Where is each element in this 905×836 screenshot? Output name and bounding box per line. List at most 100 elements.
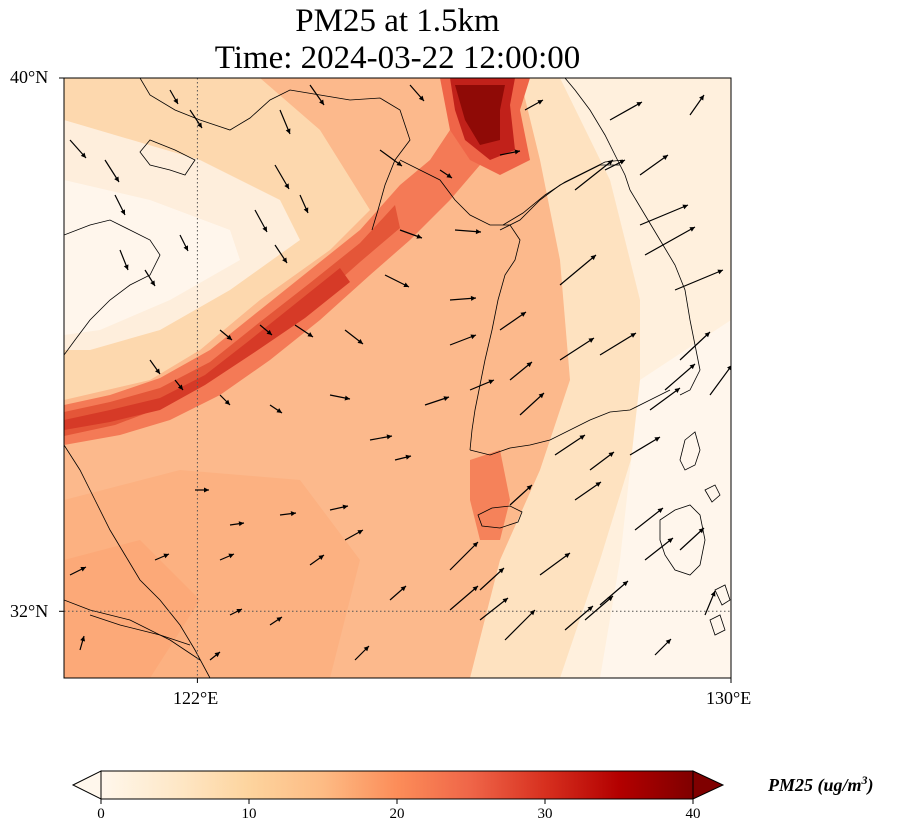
wind-vector-head — [537, 100, 543, 105]
wind-vector-head — [622, 581, 628, 587]
wind-vector-head — [498, 568, 504, 574]
wind-vector-head — [80, 636, 86, 642]
coastlines — [64, 78, 731, 678]
colorbar-tick-label: 0 — [97, 806, 105, 822]
wind-vector-head — [699, 95, 704, 101]
wind-vector — [649, 387, 681, 411]
wind-vector — [709, 365, 731, 396]
wind-vector-head — [403, 282, 409, 287]
colorbar-tick-label: 20 — [389, 806, 405, 822]
wind-vector-head — [529, 610, 535, 616]
wind-vector — [644, 226, 696, 256]
wind-vector-head — [472, 586, 478, 592]
map-frame — [63, 77, 732, 679]
wind-vector-head — [163, 553, 169, 559]
wind-vector-head — [344, 395, 350, 401]
wind-vector — [449, 541, 479, 571]
wind-vector-head — [318, 555, 324, 560]
wind-vector — [559, 254, 597, 286]
wind-vector-head — [727, 365, 731, 371]
wind-vector-head — [608, 452, 614, 457]
wind-vector-head — [579, 435, 585, 440]
wind-vector-head — [619, 160, 625, 165]
colorbar-label-exponent: 3 — [861, 773, 868, 787]
wind-vector — [634, 507, 664, 531]
wind-vector — [504, 609, 536, 641]
wind-vector-head — [319, 99, 324, 105]
wind-vector-head — [416, 233, 422, 239]
wind-vector-head — [123, 264, 129, 270]
wind-vector-head — [357, 530, 363, 535]
wind-vector-head — [674, 388, 680, 393]
wind-vector — [599, 580, 629, 606]
lat-tick-label: 40°N — [10, 67, 49, 87]
wind-vector-head — [290, 511, 296, 517]
wind-vector-head — [470, 334, 476, 340]
pm25-concentration-field — [64, 78, 731, 678]
wind-vector — [479, 597, 509, 621]
wind-vector-head — [470, 295, 476, 301]
map-gridlines — [64, 78, 731, 678]
wind-vector-head — [520, 312, 526, 317]
wind-vector-head — [303, 207, 309, 213]
axis-tick-marks — [59, 77, 732, 683]
wind-vector-head — [120, 209, 125, 215]
wind-vector-head — [475, 229, 481, 235]
colorbar — [71, 770, 725, 804]
wind-vector-head — [682, 204, 688, 210]
wind-vector — [479, 567, 505, 591]
wind-vector-head — [238, 521, 244, 527]
wind-vector-head — [667, 538, 673, 544]
wind-vector-head — [502, 598, 508, 604]
wind-vector-head — [630, 333, 636, 338]
wind-vector-head — [386, 434, 392, 440]
wind-vector-head — [150, 280, 155, 286]
map-title-line1: PM25 at 1.5km — [295, 3, 500, 39]
wind-vector-head — [276, 617, 282, 622]
colorbar-label-text: PM25 (ug/m — [768, 775, 862, 795]
wind-vector-head — [214, 652, 220, 658]
colorbar-tick-label: 40 — [685, 806, 701, 822]
wind-vector-head — [363, 646, 369, 652]
wind-vector-head — [665, 639, 671, 645]
wind-vector-head — [607, 160, 613, 166]
colorbar-label-close: ) — [867, 775, 874, 795]
wind-vector-head — [710, 591, 716, 597]
wind-vector-head — [396, 161, 402, 166]
wind-vector-head — [276, 408, 282, 413]
wind-vectors — [69, 84, 731, 661]
wind-vector-head — [114, 176, 119, 182]
wind-vector-head — [526, 362, 532, 368]
wind-vector-head — [342, 504, 348, 510]
wind-vector — [574, 481, 602, 501]
wind-vector-head — [704, 332, 710, 338]
wind-vector-head — [405, 454, 411, 460]
wind-vector-head — [564, 553, 570, 558]
wind-vector-head — [204, 487, 209, 493]
wind-vector-head — [80, 152, 86, 158]
wind-vector-head — [197, 122, 202, 128]
wind-vector-head — [183, 245, 188, 251]
colorbar-label: PM25 (ug/m3) — [768, 773, 874, 796]
wind-vector-head — [224, 399, 230, 405]
wind-vector-head — [307, 332, 313, 337]
wind-vector — [599, 332, 637, 356]
wind-vector-head — [266, 329, 272, 335]
colorbar-tick-label: 30 — [537, 806, 553, 822]
wind-vector — [559, 337, 595, 361]
wind-vector-head — [446, 173, 452, 178]
wind-vector-head — [689, 364, 695, 370]
wind-vector — [674, 269, 724, 291]
wind-vector-head — [80, 567, 86, 572]
wind-vector — [609, 101, 643, 121]
wind-vector-head — [657, 508, 663, 514]
wind-vector-head — [514, 149, 520, 155]
wind-vector — [679, 527, 705, 551]
wind-vector-head — [588, 338, 594, 343]
wind-vector-head — [282, 257, 287, 263]
wind-vector-head — [488, 379, 494, 385]
wind-vector-head — [155, 368, 160, 374]
wind-vector-head — [636, 102, 642, 107]
wind-vector — [629, 436, 661, 456]
wind-vector-head — [226, 334, 232, 340]
